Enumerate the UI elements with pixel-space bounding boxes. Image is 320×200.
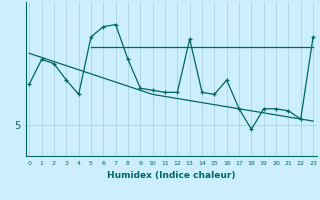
X-axis label: Humidex (Indice chaleur): Humidex (Indice chaleur)	[107, 171, 236, 180]
